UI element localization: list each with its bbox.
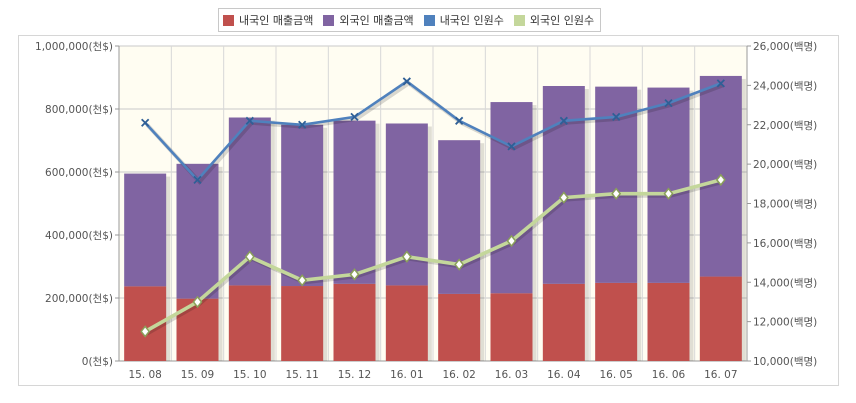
tick-label-right: 22,000(백명) xyxy=(753,120,817,132)
tick-label-category: 15. 10 xyxy=(233,369,266,381)
legend-swatch-domestic-sales xyxy=(223,14,234,26)
legend-item-foreign-sales[interactable]: 외국인 매출금액 xyxy=(323,12,414,28)
point-foreign-visitors xyxy=(663,187,674,200)
point-domestic-visitors xyxy=(716,79,725,88)
bar-domestic-sales xyxy=(595,282,638,361)
point-domestic-visitors xyxy=(559,116,568,125)
tick-label-category: 16. 04 xyxy=(547,369,581,381)
legend-label: 내국인 매출금액 xyxy=(239,14,314,27)
tick-label-right: 12,000(백명) xyxy=(753,317,817,329)
tick-label-category: 15. 11 xyxy=(285,369,318,381)
bar-foreign-sales xyxy=(542,86,585,284)
tick-label-category: 16. 02 xyxy=(442,369,475,381)
legend-swatch-foreign-visitors xyxy=(513,14,525,26)
tick-label-left: 0(천$) xyxy=(82,356,113,368)
bar-domestic-sales xyxy=(333,283,376,361)
point-domestic-visitors xyxy=(402,77,411,86)
bar-domestic-sales xyxy=(699,276,742,361)
tick-label-right: 18,000(백명) xyxy=(753,199,817,211)
point-foreign-visitors xyxy=(140,325,151,338)
point-foreign-visitors xyxy=(611,187,622,200)
point-domestic-visitors xyxy=(141,118,150,127)
tick-label-left: 200,000(천$) xyxy=(45,293,113,305)
point-foreign-visitors xyxy=(244,250,255,263)
point-foreign-visitors xyxy=(192,295,203,309)
point-domestic-visitors xyxy=(350,112,359,122)
tick-label-category: 16. 01 xyxy=(390,369,423,381)
legend-swatch-domestic-visitors xyxy=(423,14,435,26)
point-foreign-visitors xyxy=(454,258,465,271)
chart-legend: 내국인 매출금액 외국인 매출금액 내국인 인원수 외국인 인원수 xyxy=(218,8,602,32)
point-domestic-visitors xyxy=(455,116,464,125)
point-foreign-visitors xyxy=(349,268,360,281)
tick-label-category: 16. 07 xyxy=(704,369,737,381)
bar-domestic-sales xyxy=(281,286,324,361)
bar-foreign-sales xyxy=(647,87,690,283)
bar-foreign-sales xyxy=(124,173,167,287)
bar-foreign-sales xyxy=(333,120,376,284)
point-domestic-visitors xyxy=(507,142,516,151)
point-foreign-visitors xyxy=(297,274,308,287)
point-domestic-visitors xyxy=(245,116,254,125)
tick-label-category: 15. 08 xyxy=(128,369,161,381)
legend-label: 외국인 매출금액 xyxy=(339,14,414,27)
legend-swatch-foreign-sales xyxy=(323,14,335,26)
point-domestic-visitors xyxy=(193,175,202,185)
legend-label: 외국인 인원수 xyxy=(529,14,595,27)
tick-label-category: 15. 09 xyxy=(181,369,214,381)
tick-label-category: 16. 03 xyxy=(495,369,528,381)
tick-label-left: 1,000,000(천$) xyxy=(35,41,113,53)
tick-label-right: 24,000(백명) xyxy=(753,80,817,92)
bar-foreign-sales xyxy=(176,163,219,299)
tick-label-right: 20,000(백명) xyxy=(753,159,817,171)
tick-label-right: 16,000(백명) xyxy=(753,238,817,250)
tick-label-left: 600,000(천$) xyxy=(45,167,113,179)
line-foreign-visitors xyxy=(144,178,722,334)
legend-label: 내국인 인원수 xyxy=(439,14,504,27)
point-domestic-visitors xyxy=(664,98,673,108)
tick-label-category: 16. 05 xyxy=(599,369,632,381)
tick-label-left: 800,000(천$) xyxy=(45,104,113,116)
legend-item-domestic-sales[interactable]: 내국인 매출금액 xyxy=(223,12,313,28)
bar-foreign-sales xyxy=(438,140,481,294)
point-domestic-visitors xyxy=(612,112,621,122)
bar-domestic-sales xyxy=(438,293,481,361)
line-domestic-visitors xyxy=(144,79,722,182)
tick-label-right: 14,000(백명) xyxy=(753,277,817,289)
point-foreign-visitors xyxy=(401,250,412,263)
point-foreign-visitors xyxy=(715,173,726,187)
bar-foreign-sales xyxy=(281,124,324,287)
bar-domestic-sales xyxy=(490,293,533,361)
point-domestic-visitors xyxy=(298,120,307,129)
tick-label-right: 26,000(백명) xyxy=(753,41,817,53)
tick-label-category: 15. 12 xyxy=(338,369,371,381)
legend-item-domestic-visitors[interactable]: 내국인 인원수 xyxy=(423,12,504,28)
point-foreign-visitors xyxy=(506,234,517,248)
bar-domestic-sales xyxy=(542,283,585,361)
bar-foreign-sales xyxy=(490,102,533,294)
tick-label-category: 16. 06 xyxy=(652,369,686,381)
tick-label-left: 400,000(천$) xyxy=(45,230,113,242)
bar-domestic-sales xyxy=(647,282,690,361)
bar-domestic-sales xyxy=(228,285,271,361)
tick-label-right: 10,000(백명) xyxy=(753,356,817,368)
bar-domestic-sales xyxy=(385,285,428,361)
legend-item-foreign-visitors[interactable]: 외국인 인원수 xyxy=(513,12,595,28)
bar-foreign-sales xyxy=(595,86,638,283)
point-foreign-visitors xyxy=(558,191,569,204)
